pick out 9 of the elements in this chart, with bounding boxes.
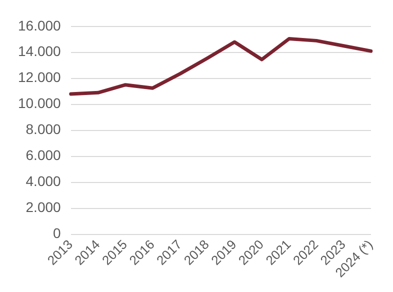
y-tick-label: 10.000 <box>18 95 62 112</box>
y-tick-label: 12.000 <box>18 69 62 86</box>
y-tick-label: 2.000 <box>26 199 62 216</box>
y-tick-label: 4.000 <box>26 173 62 190</box>
y-tick-label: 6.000 <box>26 147 62 164</box>
y-tick-label: 8.000 <box>26 121 62 138</box>
y-tick-label: 16.000 <box>18 17 62 34</box>
y-tick-label: 14.000 <box>18 43 62 60</box>
y-tick-label: 0 <box>53 225 62 242</box>
